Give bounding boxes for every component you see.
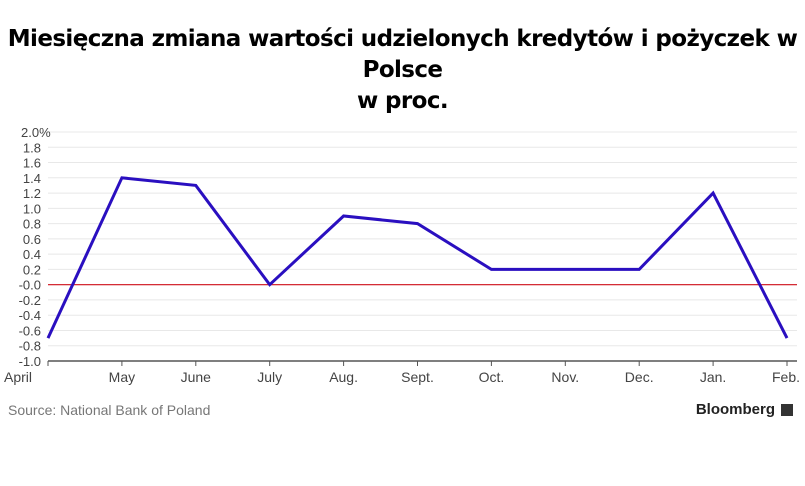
x-tick-label: Jan. [700, 369, 726, 385]
x-tick-label: May [109, 369, 135, 385]
y-tick-label: 0.8 [23, 217, 41, 232]
y-tick-label: -0.6 [19, 323, 41, 338]
x-tick-label: June [181, 369, 212, 385]
y-tick-label: 1.2 [23, 186, 41, 201]
y-tick-label: 0.2 [23, 262, 41, 277]
bloomberg-chart-icon [781, 404, 793, 416]
source-note: Source: National Bank of Poland [8, 402, 211, 418]
title-line-2: w proc. [356, 88, 449, 114]
title-line-1: Miesięczna zmiana wartości udzielonych k… [7, 26, 798, 83]
x-tick-label: Oct. [479, 369, 505, 385]
y-tick-label: 2.0% [21, 125, 51, 140]
x-tick-label: April [4, 369, 32, 385]
x-tick-label: July [257, 369, 282, 385]
x-tick-label: Sept. [401, 369, 434, 385]
line-chart: 2.0%1.81.61.41.21.00.80.60.40.2-0.0-0.2-… [4, 125, 800, 385]
x-tick-label: Dec. [625, 369, 654, 385]
y-tick-label: -0.4 [19, 308, 41, 323]
y-tick-label: -0.8 [19, 339, 41, 354]
bloomberg-logo: Bloomberg [695, 401, 775, 418]
y-tick-label: -0.2 [19, 293, 41, 308]
x-tick-label: Feb. [772, 369, 800, 385]
y-tick-label: 1.0 [23, 201, 41, 216]
chart-title: Miesięczna zmiana wartości udzielonych k… [0, 24, 805, 117]
x-tick-label: Nov. [551, 369, 579, 385]
y-tick-label: -0.0 [19, 278, 41, 293]
y-tick-label: 0.6 [23, 232, 41, 247]
y-tick-label: 1.8 [23, 140, 41, 155]
y-tick-label: 0.4 [23, 247, 41, 262]
series-line [46, 176, 789, 339]
x-tick-label: Aug. [329, 369, 358, 385]
y-tick-label: 1.4 [23, 171, 41, 186]
y-tick-label: -1.0 [19, 354, 41, 369]
y-tick-label: 1.6 [23, 156, 41, 171]
